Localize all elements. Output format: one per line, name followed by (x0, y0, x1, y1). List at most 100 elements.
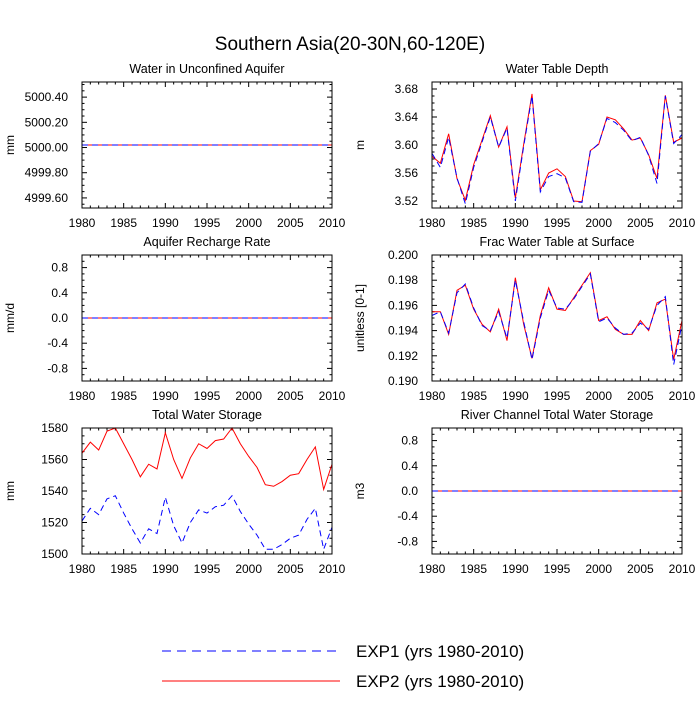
x-tick-label: 1980 (419, 562, 446, 576)
x-tick-label: 2010 (669, 562, 696, 576)
y-tick-label: 1500 (41, 547, 68, 561)
y-tick-label: 1540 (41, 484, 68, 498)
y-tick-label: -0.8 (397, 534, 418, 548)
x-tick-label: 1980 (69, 216, 96, 230)
x-tick-label: 2010 (319, 216, 346, 230)
x-tick-label: 2000 (585, 389, 612, 403)
x-tick-label: 1985 (110, 389, 137, 403)
panel-title: Aquifer Recharge Rate (143, 235, 270, 249)
panel-1: Water in Unconfined Aquifer mm 1980 1985 199… (3, 62, 346, 230)
series-line-exp1 (431, 95, 683, 206)
plot-frame (431, 427, 683, 555)
panel-title: Frac Water Table at Surface (480, 235, 635, 249)
y-tick-label: 3.60 (395, 138, 419, 152)
x-tick-label: 1980 (419, 389, 446, 403)
x-tick-label: 1985 (110, 216, 137, 230)
series-line-exp1 (431, 272, 683, 365)
x-tick-label: 2000 (235, 562, 262, 576)
x-tick-label: 2005 (627, 562, 654, 576)
x-tick-label: 2010 (669, 216, 696, 230)
y-axis-label: unitless [0-1] (353, 284, 367, 352)
plot-frame (81, 427, 333, 555)
y-tick-label: 0.196 (388, 298, 418, 312)
y-axis-label: mm (3, 135, 17, 155)
y-tick-label: 0.194 (388, 324, 418, 338)
y-tick-label: 0.0 (51, 311, 68, 325)
x-tick-label: 1995 (194, 562, 221, 576)
y-tick-label: 0.200 (388, 248, 418, 262)
x-tick-label: 1990 (152, 216, 179, 230)
y-tick-label: 3.52 (395, 194, 419, 208)
y-tick-label: 3.68 (395, 82, 419, 96)
y-tick-label: 0.192 (388, 349, 418, 363)
x-tick-label: 2005 (277, 216, 304, 230)
y-tick-label: 4999.80 (25, 166, 69, 180)
x-tick-label: 1990 (502, 562, 529, 576)
x-tick-label: 1980 (69, 562, 96, 576)
y-tick-label: 1520 (41, 516, 68, 530)
x-tick-label: 1985 (460, 389, 487, 403)
x-tick-label: 1990 (502, 389, 529, 403)
series-line-exp2 (431, 93, 683, 203)
x-tick-label: 1995 (544, 216, 571, 230)
x-tick-label: 1990 (152, 562, 179, 576)
y-tick-label: 0.198 (388, 273, 418, 287)
y-tick-label: 3.56 (395, 166, 419, 180)
y-tick-label: 5000.00 (25, 141, 69, 155)
main-title: Southern Asia(20-30N,60-120E) (215, 34, 485, 55)
plot-frame (81, 254, 333, 382)
legend: EXP1 (yrs 1980-2010) EXP2 (yrs 1980-2010… (162, 642, 524, 691)
y-tick-label: 1560 (41, 453, 68, 467)
x-tick-label: 2000 (235, 389, 262, 403)
series-line-exp1 (81, 494, 333, 552)
panel-title: Water in Unconfined Aquifer (129, 62, 284, 76)
x-tick-label: 1995 (194, 216, 221, 230)
x-tick-label: 2000 (585, 562, 612, 576)
x-tick-label: 2005 (277, 562, 304, 576)
y-axis-label: mm (3, 481, 17, 501)
x-tick-label: 1980 (69, 389, 96, 403)
y-axis-label: m (353, 140, 367, 150)
x-tick-label: 2010 (669, 389, 696, 403)
y-tick-label: 3.64 (395, 110, 419, 124)
plot-frame (81, 81, 333, 209)
legend-exp1-label: EXP1 (yrs 1980-2010) (356, 642, 524, 661)
x-tick-label: 1980 (419, 216, 446, 230)
x-tick-label: 2000 (235, 216, 262, 230)
y-tick-label: 0.190 (388, 374, 418, 388)
y-tick-label: 0.4 (51, 286, 68, 300)
series-line-exp2 (432, 271, 683, 360)
y-tick-label: -0.4 (397, 509, 418, 523)
panel-5: Total Water Storage mm 1980 1985 1990 1995 200… (3, 408, 346, 576)
legend-exp2-label: EXP2 (yrs 1980-2010) (356, 672, 524, 691)
panel-title: Water Table Depth (506, 62, 609, 76)
x-tick-label: 2010 (319, 389, 346, 403)
x-tick-label: 1990 (152, 389, 179, 403)
y-tick-label: 4999.60 (25, 191, 69, 205)
y-tick-label: 0.0 (401, 484, 418, 498)
y-tick-label: 5000.40 (25, 90, 69, 104)
panel-title: River Channel Total Water Storage (461, 408, 654, 422)
y-tick-label: -0.8 (47, 361, 68, 375)
x-tick-label: 1985 (460, 562, 487, 576)
x-tick-label: 2005 (627, 389, 654, 403)
panel-3: Aquifer Recharge Rate mm/d 1980 1985 1990 199… (3, 235, 346, 403)
y-axis-label: m3 (353, 482, 367, 499)
panel-title: Total Water Storage (152, 408, 262, 422)
panel-4: Frac Water Table at Surface unitless [0-1… (353, 235, 696, 403)
x-tick-label: 2010 (319, 562, 346, 576)
plot-frame (431, 81, 683, 209)
x-tick-label: 1985 (110, 562, 137, 576)
panel-2: Water Table Depth m 1980 1985 1990 1995 2000 20… (353, 62, 696, 230)
plot-frame (431, 254, 683, 382)
y-tick-label: 0.8 (51, 261, 68, 275)
y-tick-label: 0.8 (401, 434, 418, 448)
y-tick-label: -0.4 (47, 336, 68, 350)
x-tick-label: 2005 (277, 389, 304, 403)
x-tick-label: 2000 (585, 216, 612, 230)
x-tick-label: 1990 (502, 216, 529, 230)
y-tick-label: 5000.20 (25, 115, 69, 129)
x-tick-label: 1995 (544, 389, 571, 403)
x-tick-label: 1995 (194, 389, 221, 403)
